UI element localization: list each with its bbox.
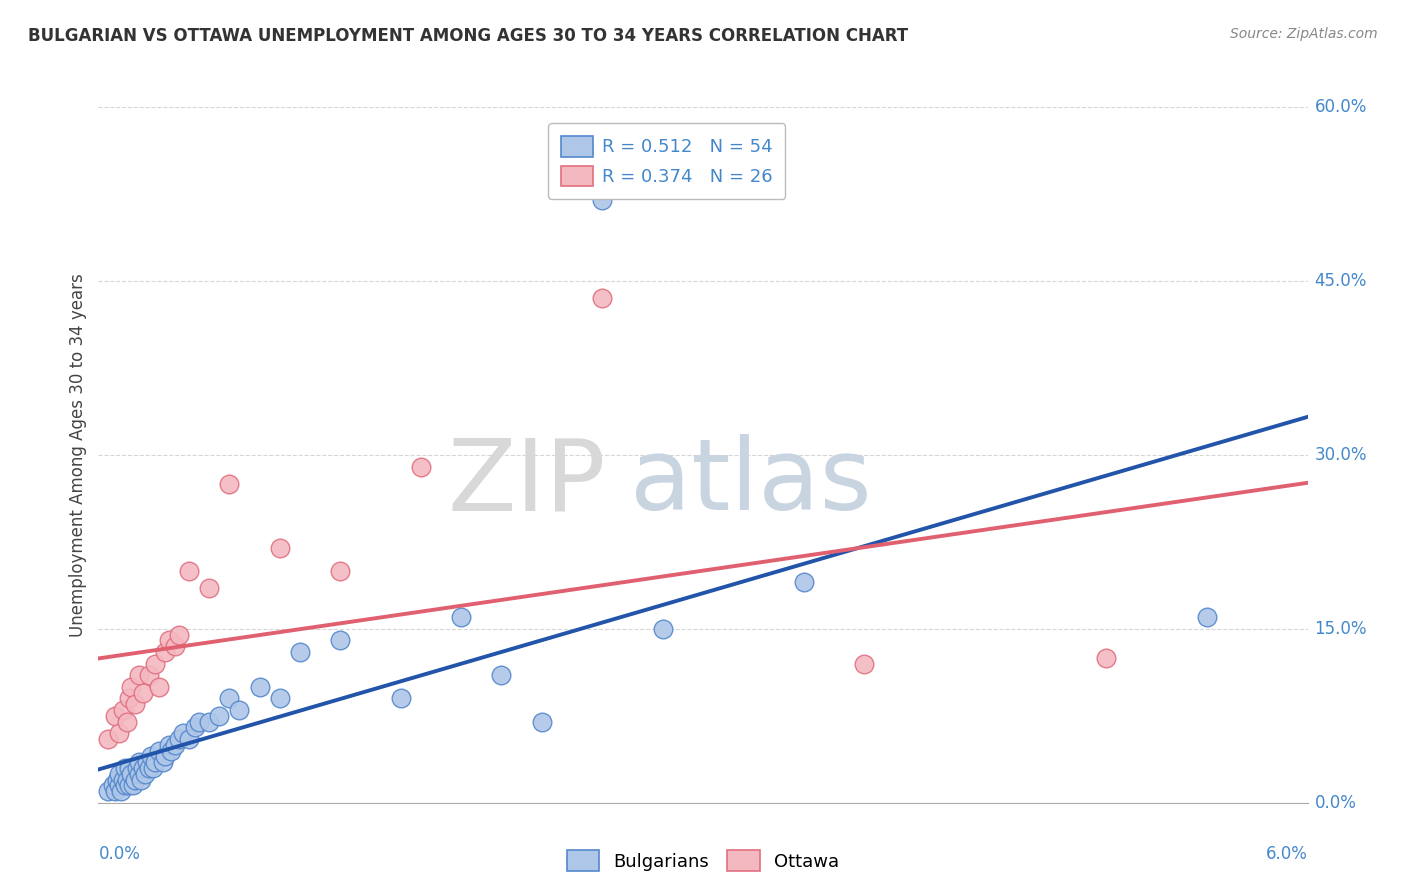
Point xyxy=(118,691,141,706)
Point xyxy=(135,755,157,769)
Text: 30.0%: 30.0% xyxy=(1315,446,1367,464)
Point xyxy=(118,761,141,775)
Text: 60.0%: 60.0% xyxy=(1315,98,1367,116)
Point xyxy=(148,680,170,694)
Point xyxy=(184,721,207,735)
Point xyxy=(188,714,211,729)
Point xyxy=(651,622,673,636)
Point xyxy=(491,668,513,682)
Point xyxy=(218,691,240,706)
Point xyxy=(121,778,143,793)
Point xyxy=(160,744,183,758)
Point xyxy=(103,784,125,798)
Text: 45.0%: 45.0% xyxy=(1315,272,1367,290)
Legend: Bulgarians, Ottawa: Bulgarians, Ottawa xyxy=(560,843,846,879)
Point xyxy=(288,645,311,659)
Point xyxy=(115,772,138,787)
Point xyxy=(138,668,160,682)
Text: atlas: atlas xyxy=(630,434,872,532)
Point xyxy=(105,772,128,787)
Text: BULGARIAN VS OTTAWA UNEMPLOYMENT AMONG AGES 30 TO 34 YEARS CORRELATION CHART: BULGARIAN VS OTTAWA UNEMPLOYMENT AMONG A… xyxy=(28,27,908,45)
Point xyxy=(1195,610,1218,624)
Point xyxy=(198,582,221,596)
Point xyxy=(111,703,134,717)
Point xyxy=(329,633,352,648)
Point xyxy=(97,731,120,746)
Point xyxy=(118,778,141,793)
Text: 0.0%: 0.0% xyxy=(1315,794,1357,812)
Point xyxy=(228,703,250,717)
Point xyxy=(125,761,148,775)
Point xyxy=(157,633,180,648)
Point xyxy=(142,761,165,775)
Text: ZIP: ZIP xyxy=(449,434,606,532)
Point xyxy=(591,193,613,207)
Point xyxy=(389,691,412,706)
Point xyxy=(269,691,291,706)
Point xyxy=(208,708,231,723)
Y-axis label: Unemployment Among Ages 30 to 34 years: Unemployment Among Ages 30 to 34 years xyxy=(69,273,87,637)
Point xyxy=(591,291,613,305)
Point xyxy=(124,772,146,787)
Point xyxy=(107,766,129,781)
Point xyxy=(153,749,176,764)
Point xyxy=(218,476,240,491)
Point xyxy=(97,784,120,798)
Point xyxy=(269,541,291,555)
Point xyxy=(128,668,150,682)
Point xyxy=(793,575,815,590)
Point xyxy=(128,755,150,769)
Point xyxy=(132,761,155,775)
Point xyxy=(138,761,160,775)
Text: 0.0%: 0.0% xyxy=(98,845,141,863)
Point xyxy=(115,714,138,729)
Point xyxy=(163,738,186,752)
Text: Source: ZipAtlas.com: Source: ZipAtlas.com xyxy=(1230,27,1378,41)
Legend: R = 0.512   N = 54, R = 0.374   N = 26: R = 0.512 N = 54, R = 0.374 N = 26 xyxy=(548,123,786,199)
Text: 6.0%: 6.0% xyxy=(1265,845,1308,863)
Point xyxy=(329,564,352,578)
Point xyxy=(1095,651,1118,665)
Point xyxy=(450,610,472,624)
Point xyxy=(172,726,194,740)
Point xyxy=(163,639,186,653)
Point xyxy=(114,761,136,775)
Point xyxy=(103,708,125,723)
Point xyxy=(167,731,190,746)
Text: 15.0%: 15.0% xyxy=(1315,620,1367,638)
Point xyxy=(114,778,136,793)
Point xyxy=(148,744,170,758)
Point xyxy=(409,459,432,474)
Point xyxy=(853,657,876,671)
Point xyxy=(120,766,142,781)
Point xyxy=(143,657,166,671)
Point xyxy=(179,731,201,746)
Point xyxy=(134,766,156,781)
Point xyxy=(139,749,162,764)
Point xyxy=(128,766,150,781)
Point xyxy=(179,564,201,578)
Point xyxy=(129,772,152,787)
Point xyxy=(249,680,271,694)
Point xyxy=(198,714,221,729)
Point xyxy=(107,726,129,740)
Point xyxy=(132,685,155,699)
Point xyxy=(530,714,553,729)
Point xyxy=(153,645,176,659)
Point xyxy=(107,778,129,793)
Point xyxy=(120,680,142,694)
Point xyxy=(110,784,132,798)
Point xyxy=(101,778,124,793)
Point xyxy=(157,738,180,752)
Point xyxy=(143,755,166,769)
Point xyxy=(111,772,134,787)
Point xyxy=(152,755,174,769)
Point xyxy=(167,628,190,642)
Point xyxy=(124,698,146,712)
